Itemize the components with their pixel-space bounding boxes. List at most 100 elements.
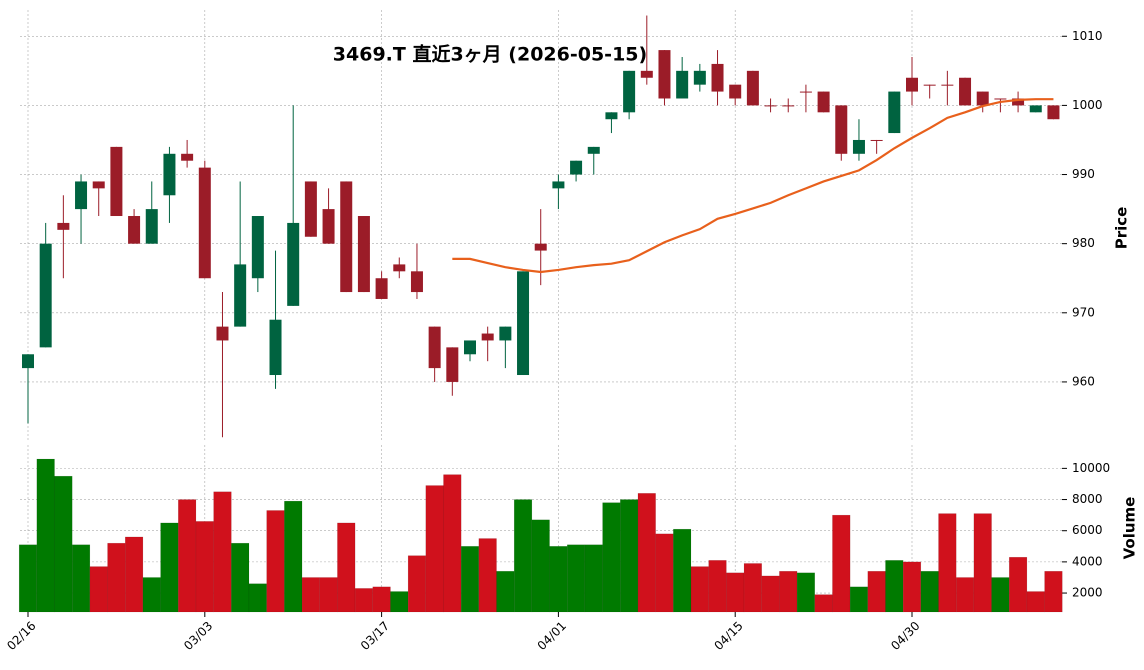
candle-body bbox=[39, 243, 52, 348]
volume-bar bbox=[867, 570, 886, 613]
volume-bar bbox=[761, 575, 780, 613]
candle-body bbox=[693, 70, 706, 85]
volume-bar bbox=[407, 555, 427, 613]
candle-body bbox=[322, 209, 335, 244]
candle-body bbox=[163, 153, 176, 196]
y2-axis-label: Volume bbox=[1121, 497, 1139, 560]
volume-bar bbox=[602, 502, 621, 613]
volume-bar bbox=[478, 538, 497, 613]
candle-body bbox=[181, 153, 194, 161]
y-axis-label: Price bbox=[1113, 207, 1131, 250]
candle-body bbox=[534, 243, 547, 251]
y2-tick-label: 4000 bbox=[1072, 554, 1103, 568]
candle-body bbox=[304, 181, 317, 237]
volume-bar bbox=[266, 510, 285, 613]
candle-body bbox=[658, 50, 671, 99]
candle-body bbox=[640, 70, 653, 78]
candle-body bbox=[764, 105, 777, 107]
volume-bar bbox=[938, 513, 957, 613]
candle-body bbox=[22, 354, 34, 369]
candle-body bbox=[941, 84, 954, 86]
volume-bar bbox=[160, 522, 179, 613]
candle-body bbox=[587, 146, 600, 154]
volume-bar bbox=[832, 514, 851, 613]
volume-bar bbox=[902, 561, 922, 613]
volume-bar bbox=[284, 500, 303, 613]
volume-bar bbox=[973, 513, 992, 613]
volume-bar bbox=[796, 572, 816, 613]
candle-body bbox=[198, 167, 211, 279]
volume-bar bbox=[213, 491, 232, 613]
volume-bar bbox=[337, 522, 356, 613]
volume-bar bbox=[955, 577, 975, 613]
volume-bar bbox=[301, 577, 320, 613]
candle-body bbox=[269, 319, 282, 376]
volume-bar bbox=[496, 570, 515, 613]
candle-body bbox=[1029, 105, 1042, 113]
x-tick-label: 04/15 bbox=[711, 619, 745, 653]
volume-bar bbox=[814, 594, 833, 613]
y2-tick-label: 10000 bbox=[1072, 461, 1110, 475]
candle-body bbox=[1012, 98, 1025, 106]
candle-body bbox=[852, 139, 865, 154]
volume-bar bbox=[107, 542, 126, 613]
y-tick-label: 1010 bbox=[1072, 29, 1103, 43]
candle-body bbox=[357, 216, 370, 293]
candle-body bbox=[870, 139, 883, 141]
volume-bar bbox=[248, 583, 267, 613]
candle-body bbox=[923, 84, 936, 86]
candle-body bbox=[605, 112, 618, 120]
volume-bar bbox=[849, 586, 869, 613]
y2-tick-label: 8000 bbox=[1072, 492, 1103, 506]
candle-body bbox=[517, 271, 530, 376]
volume-bar bbox=[779, 570, 798, 613]
candle-body bbox=[393, 264, 406, 272]
candle-body bbox=[817, 91, 830, 113]
x-tick-label: 03/17 bbox=[358, 619, 392, 653]
volume-bar bbox=[425, 485, 444, 613]
candle-body bbox=[623, 70, 636, 113]
candle-body bbox=[835, 105, 848, 154]
volume-bar bbox=[124, 536, 144, 613]
volume-bar bbox=[372, 586, 391, 613]
volume-bar bbox=[319, 577, 338, 613]
candle-body bbox=[234, 264, 247, 327]
volume-bar bbox=[566, 544, 586, 613]
volume-bar bbox=[690, 566, 709, 613]
candle-body bbox=[481, 333, 494, 341]
volume-bar bbox=[549, 546, 568, 613]
volume-bar bbox=[1008, 556, 1028, 613]
candle-body bbox=[375, 278, 388, 299]
volume-bar bbox=[726, 572, 745, 613]
y2-tick-label: 2000 bbox=[1072, 586, 1103, 600]
chart-title: 3469.T 直近3ヶ月 (2026-05-15) bbox=[333, 43, 647, 66]
volume-bar bbox=[637, 493, 656, 613]
volume-bar bbox=[460, 546, 480, 613]
candle-body bbox=[216, 326, 229, 341]
volume-bar bbox=[584, 544, 603, 613]
y-tick-label: 960 bbox=[1072, 374, 1095, 388]
candle-body bbox=[287, 222, 300, 306]
volume-bar bbox=[354, 588, 374, 613]
candle-body bbox=[552, 181, 565, 189]
candle-body bbox=[128, 216, 141, 244]
candle-body bbox=[676, 70, 689, 99]
volume-bar bbox=[920, 570, 939, 613]
candle-body bbox=[464, 340, 476, 355]
volume-bar bbox=[390, 591, 409, 613]
x-tick-label: 03/03 bbox=[181, 619, 215, 653]
volume-bar bbox=[708, 560, 727, 613]
candle-body bbox=[145, 209, 158, 244]
y-tick-label: 1000 bbox=[1072, 98, 1103, 112]
volume-bar bbox=[1044, 570, 1063, 613]
candle-body bbox=[976, 91, 989, 106]
candle-body bbox=[75, 181, 88, 210]
y-tick-label: 990 bbox=[1072, 167, 1095, 181]
candle-body bbox=[906, 77, 918, 92]
volume-bar bbox=[673, 528, 692, 613]
y-tick-label: 970 bbox=[1072, 305, 1095, 319]
candle-body bbox=[110, 146, 123, 217]
volume-bar bbox=[89, 566, 108, 613]
moving-average-line bbox=[452, 98, 1054, 274]
